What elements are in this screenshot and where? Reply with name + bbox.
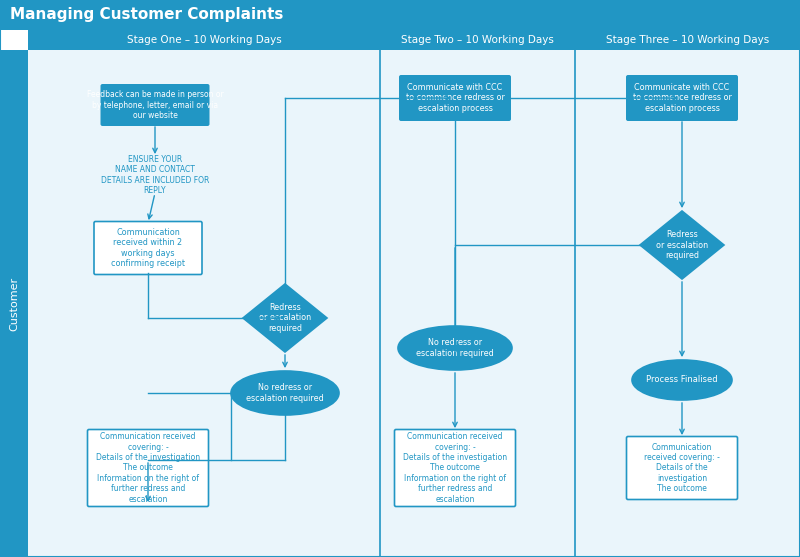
Text: ENSURE YOUR
NAME AND CONTACT
DETAILS ARE INCLUDED FOR
REPLY: ENSURE YOUR NAME AND CONTACT DETAILS ARE… <box>101 155 209 195</box>
Text: Communication
received covering: -
Details of the
investigation
The outcome: Communication received covering: - Detai… <box>644 443 720 494</box>
Text: Communication received
covering: -
Details of the investigation
The outcome
Info: Communication received covering: - Detai… <box>403 432 507 504</box>
Text: No redress or
escalation required: No redress or escalation required <box>416 338 494 358</box>
Text: Redress
or escalation
required: Redress or escalation required <box>656 230 708 260</box>
Ellipse shape <box>398 326 512 370</box>
Polygon shape <box>243 284 327 352</box>
Text: Stage One – 10 Working Days: Stage One – 10 Working Days <box>126 35 282 45</box>
FancyBboxPatch shape <box>0 0 800 30</box>
Text: No redress or
escalation required: No redress or escalation required <box>246 383 324 403</box>
FancyBboxPatch shape <box>394 429 515 506</box>
Text: Communicate with CCC
to commence redress or
escalation process: Communicate with CCC to commence redress… <box>633 83 731 113</box>
Ellipse shape <box>231 371 339 415</box>
FancyBboxPatch shape <box>626 75 738 121</box>
FancyBboxPatch shape <box>399 75 511 121</box>
Text: Communicate with CCC
to commence redress or
escalation process: Communicate with CCC to commence redress… <box>406 83 505 113</box>
Polygon shape <box>640 211 724 279</box>
Text: Feedback can be made in person or
by telephone, letter, email or via
our website: Feedback can be made in person or by tel… <box>86 90 223 120</box>
FancyBboxPatch shape <box>0 50 28 557</box>
FancyBboxPatch shape <box>101 84 210 126</box>
Text: Process Finalised: Process Finalised <box>646 375 718 384</box>
Text: Managing Customer Complaints: Managing Customer Complaints <box>10 7 283 22</box>
FancyBboxPatch shape <box>94 222 202 275</box>
FancyBboxPatch shape <box>28 30 800 50</box>
Ellipse shape <box>632 360 732 400</box>
FancyBboxPatch shape <box>87 429 209 506</box>
FancyBboxPatch shape <box>626 437 738 500</box>
Text: Customer: Customer <box>9 276 19 330</box>
Text: Communication
received within 2
working days
confirming receipt: Communication received within 2 working … <box>111 228 185 268</box>
Text: Stage Three – 10 Working Days: Stage Three – 10 Working Days <box>606 35 769 45</box>
FancyBboxPatch shape <box>28 50 800 557</box>
Text: Redress
or escalation
required: Redress or escalation required <box>259 303 311 333</box>
Text: Communication received
covering: -
Details of the investigation
The outcome
Info: Communication received covering: - Detai… <box>96 432 200 504</box>
Text: Stage Two – 10 Working Days: Stage Two – 10 Working Days <box>401 35 554 45</box>
